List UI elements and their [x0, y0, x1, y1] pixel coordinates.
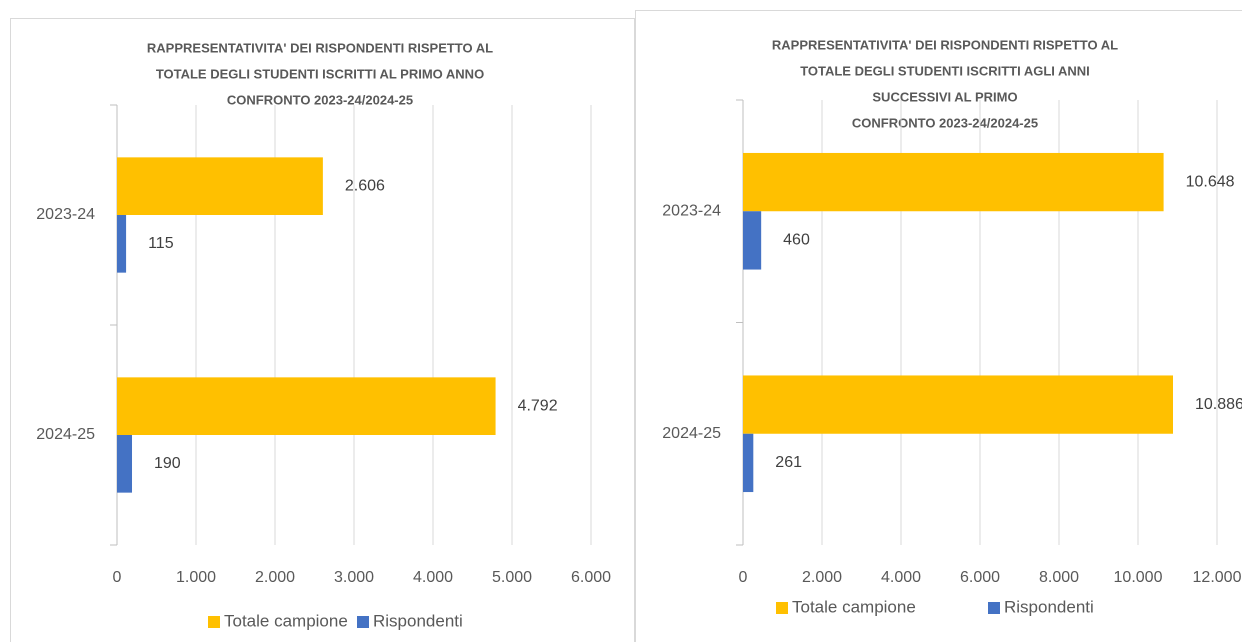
data-label: 2.606	[345, 177, 385, 194]
chart-frame	[635, 10, 1242, 642]
legend-swatch	[357, 616, 369, 628]
legend-swatch	[988, 602, 1000, 614]
x-tick-label: 12.000	[1193, 569, 1242, 586]
bar	[117, 215, 127, 273]
bar	[743, 433, 754, 493]
chart-title: SUCCESSIVI AL PRIMO	[872, 89, 1017, 104]
data-label: 190	[154, 455, 181, 472]
chart-title: RAPPRESENTATIVITA' DEI RISPONDENTI RISPE…	[147, 40, 493, 55]
y-tick-label: 2024-25	[662, 425, 721, 442]
chart-title: CONFRONTO 2023-24/2024-25	[852, 115, 1038, 130]
bar	[117, 377, 496, 435]
data-label: 261	[775, 454, 802, 471]
chart-title: RAPPRESENTATIVITA' DEI RISPONDENTI RISPE…	[772, 37, 1118, 52]
bar	[117, 435, 133, 493]
bar	[117, 157, 323, 215]
bar	[743, 211, 762, 270]
chart-title: CONFRONTO 2023-24/2024-25	[227, 92, 413, 107]
x-tick-label: 6.000	[571, 569, 611, 586]
x-tick-label: 2.000	[802, 569, 842, 586]
legend-label: Totale campione	[792, 597, 916, 616]
x-tick-label: 0	[113, 569, 122, 586]
data-label: 4.792	[518, 397, 558, 414]
bar	[743, 152, 1164, 212]
legend-label: Rispondenti	[373, 611, 463, 630]
chart-title: TOTALE DEGLI STUDENTI ISCRITTI AGLI ANNI	[800, 63, 1090, 78]
y-tick-label: 2024-25	[36, 426, 95, 443]
y-tick-label: 2023-24	[36, 206, 95, 223]
legend-swatch	[776, 602, 788, 614]
x-tick-label: 10.000	[1114, 569, 1163, 586]
x-tick-label: 0	[739, 569, 748, 586]
x-tick-label: 4.000	[413, 569, 453, 586]
x-tick-label: 6.000	[960, 569, 1000, 586]
data-label: 460	[783, 232, 810, 249]
y-tick-label: 2023-24	[662, 202, 721, 219]
data-label: 115	[148, 235, 174, 252]
chart-title: TOTALE DEGLI STUDENTI ISCRITTI AL PRIMO …	[156, 66, 484, 81]
chart-frame	[10, 18, 635, 642]
bar	[743, 375, 1173, 434]
x-tick-label: 5.000	[492, 569, 532, 586]
x-tick-label: 3.000	[334, 569, 374, 586]
legend-swatch	[208, 616, 220, 628]
data-label: 10.648	[1186, 173, 1235, 190]
legend-label: Rispondenti	[1004, 597, 1094, 616]
x-tick-label: 2.000	[255, 569, 295, 586]
legend-label: Totale campione	[224, 611, 348, 630]
x-tick-label: 4.000	[881, 569, 921, 586]
data-label: 10.886	[1195, 396, 1242, 413]
x-tick-label: 8.000	[1039, 569, 1079, 586]
x-tick-label: 1.000	[176, 569, 216, 586]
